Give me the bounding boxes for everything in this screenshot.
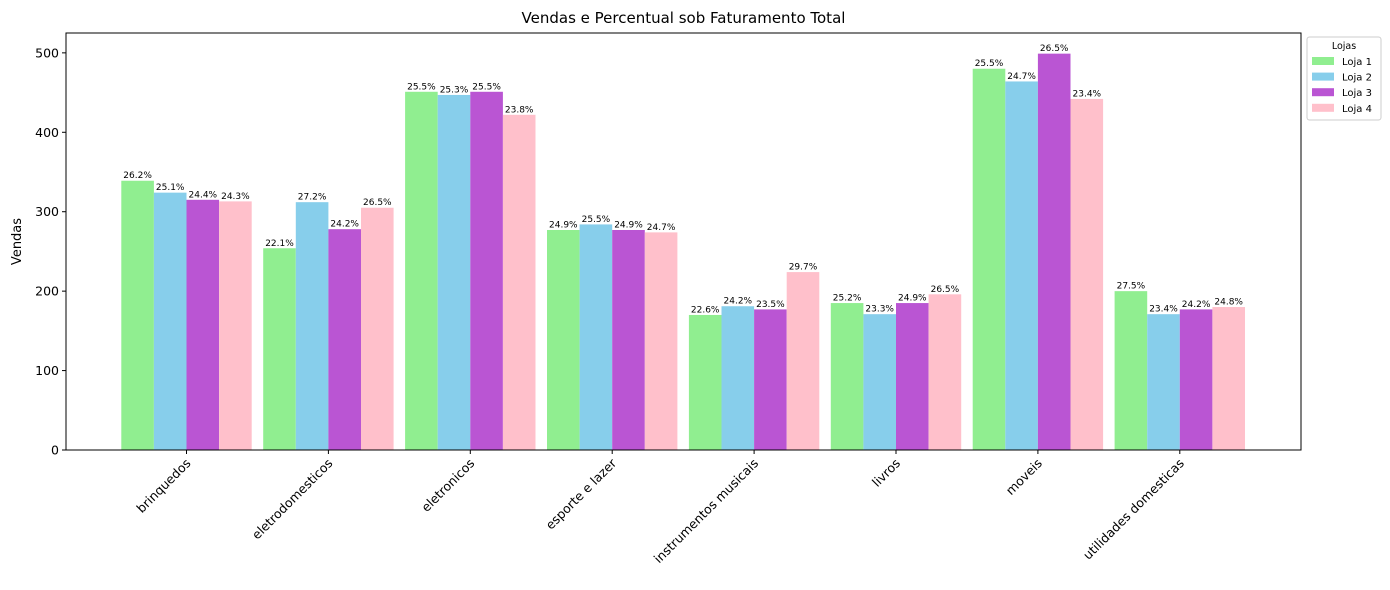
- bar: [830, 303, 864, 450]
- bar-data-label: 23.5%: [756, 300, 785, 310]
- bar-data-label: 24.7%: [647, 223, 676, 233]
- bar-data-label: 23.3%: [865, 305, 894, 315]
- bar: [295, 202, 329, 450]
- x-tick-label: esporte e lazer: [542, 455, 619, 532]
- x-tick-label: eletrodomesticos: [249, 456, 336, 543]
- bar-data-label: 25.5%: [975, 59, 1004, 69]
- plot-frame: [65, 32, 1302, 451]
- bar: [1070, 98, 1104, 451]
- bar: [1212, 307, 1245, 450]
- bar-data-label: 26.5%: [363, 198, 392, 208]
- bar: [754, 309, 787, 450]
- y-tick-label: 100: [35, 363, 59, 378]
- x-tick-label: eletronicos: [418, 456, 477, 515]
- bar-data-label: 22.1%: [265, 239, 294, 249]
- bar-data-label: 29.7%: [789, 263, 818, 273]
- bar: [470, 91, 503, 450]
- y-tick-label: 300: [35, 204, 59, 219]
- bar: [896, 303, 929, 450]
- bar: [1005, 81, 1038, 450]
- bar-data-label: 24.2%: [724, 297, 753, 307]
- x-tick-label: instrumentos musicais: [651, 456, 762, 567]
- bar-data-label: 24.9%: [614, 220, 643, 230]
- bar: [1114, 291, 1148, 450]
- bar: [437, 94, 471, 450]
- bar: [547, 229, 580, 450]
- bar-data-label: 25.5%: [472, 82, 501, 92]
- bar-data-label: 24.4%: [189, 190, 218, 200]
- bar-data-label: 26.5%: [931, 285, 960, 295]
- bar: [219, 201, 252, 450]
- bar: [328, 229, 361, 450]
- bar-data-label: 23.8%: [505, 105, 534, 115]
- x-tick-label: brinquedos: [133, 456, 193, 516]
- bar-data-label: 27.5%: [1117, 282, 1146, 292]
- bar-data-label: 23.4%: [1149, 305, 1178, 315]
- x-tick-label: moveis: [1003, 456, 1045, 498]
- bar-labels-layer: 26.2%22.1%25.5%24.9%22.6%25.2%25.5%27.5%…: [123, 44, 1243, 315]
- legend: Lojas Loja 1 Loja 2 Loja 3 Loja 4: [1306, 36, 1382, 121]
- y-axis-title: Vendas: [10, 218, 25, 265]
- bar: [153, 192, 187, 450]
- bar-data-label: 24.8%: [1214, 298, 1243, 308]
- bar-data-label: 27.2%: [298, 193, 327, 203]
- bar: [612, 229, 645, 450]
- x-tick-label: livros: [869, 456, 903, 490]
- legend-swatch: [1312, 72, 1334, 81]
- bar-data-label: 25.1%: [156, 183, 185, 193]
- bar: [121, 180, 154, 451]
- bar-data-label: 26.2%: [123, 171, 152, 181]
- bar: [186, 199, 220, 450]
- legend-title: Lojas: [1332, 41, 1356, 52]
- bar: [263, 248, 296, 450]
- legend-label: Loja 1: [1342, 57, 1372, 68]
- legend-swatch: [1312, 57, 1334, 65]
- bar: [644, 232, 678, 450]
- bar: [579, 224, 613, 450]
- bar-data-label: 23.4%: [1073, 89, 1102, 99]
- y-tick-label: 0: [51, 443, 59, 458]
- y-tick-label: 200: [35, 284, 59, 299]
- bar: [972, 68, 1006, 451]
- y-tick-label: 400: [35, 125, 59, 140]
- legend-label: Loja 3: [1342, 88, 1372, 99]
- legend-label: Loja 4: [1342, 104, 1372, 115]
- bar: [502, 114, 536, 450]
- chart-title: Vendas e Percentual sob Faturamento Tota…: [522, 9, 846, 27]
- bar: [721, 306, 755, 450]
- bar-data-label: 24.3%: [221, 192, 250, 202]
- bar: [405, 91, 438, 450]
- bar: [863, 314, 896, 450]
- legend-swatch: [1312, 88, 1334, 97]
- bar: [688, 314, 722, 450]
- bar-data-label: 24.9%: [549, 220, 578, 230]
- bar: [928, 294, 962, 450]
- bar-data-label: 25.2%: [833, 294, 862, 304]
- bar-data-label: 25.5%: [582, 215, 611, 225]
- bar-data-label: 25.3%: [440, 85, 469, 95]
- legend-swatch: [1312, 103, 1334, 112]
- bar-data-label: 24.9%: [898, 294, 927, 304]
- y-tick-label: 500: [35, 45, 59, 60]
- bar: [1037, 53, 1071, 451]
- bar-data-label: 24.2%: [330, 220, 359, 230]
- bar-data-label: 26.5%: [1040, 44, 1069, 54]
- bar: [1147, 314, 1180, 450]
- legend-label: Loja 2: [1342, 73, 1372, 84]
- bar-data-label: 24.2%: [1182, 300, 1211, 310]
- bars-layer: [121, 53, 1245, 451]
- bar: [361, 207, 394, 450]
- bar-data-label: 24.7%: [1007, 72, 1036, 82]
- bar: [786, 272, 820, 450]
- bar-data-label: 22.6%: [691, 305, 720, 315]
- x-tick-label: utilidades domesticas: [1080, 456, 1187, 563]
- bar-data-label: 25.5%: [407, 82, 436, 92]
- bar: [1179, 309, 1213, 450]
